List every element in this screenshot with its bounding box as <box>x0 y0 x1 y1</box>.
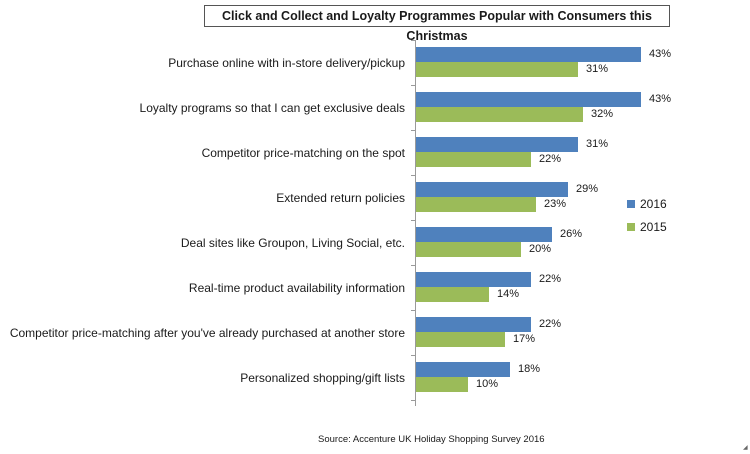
data-label: 22% <box>539 153 562 165</box>
legend-label: 2016 <box>640 197 667 211</box>
legend-item-2015: 2015 <box>627 220 667 234</box>
bar-2015 <box>416 377 468 392</box>
legend-item-2016: 2016 <box>627 197 667 211</box>
resize-mark: ◢ <box>743 445 748 451</box>
bar-2016 <box>416 47 641 62</box>
data-label: 17% <box>513 333 536 345</box>
bar-2016 <box>416 137 578 152</box>
bar-2016 <box>416 182 568 197</box>
axis-tick <box>411 220 415 221</box>
legend-label: 2015 <box>640 220 667 234</box>
data-label: 31% <box>586 138 609 150</box>
category-label: Extended return policies <box>276 191 405 205</box>
bar-2015 <box>416 107 583 122</box>
data-label: 26% <box>560 228 583 240</box>
category-label: Loyalty programs so that I can get exclu… <box>139 101 405 115</box>
category-label: Purchase online with in-store delivery/p… <box>168 56 405 70</box>
data-label: 14% <box>497 288 520 300</box>
bar-2016 <box>416 272 531 287</box>
axis-tick <box>411 310 415 311</box>
category-label: Personalized shopping/gift lists <box>240 371 405 385</box>
category-label: Competitor price-matching after you've a… <box>9 326 405 340</box>
chart-title: Click and Collect and Loyalty Programmes… <box>204 5 670 43</box>
bar-2016 <box>416 362 510 377</box>
data-label: 22% <box>539 273 562 285</box>
axis-tick <box>411 85 415 86</box>
data-label: 18% <box>518 363 541 375</box>
bar-2016 <box>416 317 531 332</box>
bar-2015 <box>416 62 578 77</box>
data-label: 29% <box>576 183 599 195</box>
axis-tick <box>411 175 415 176</box>
bar-2015 <box>416 152 531 167</box>
bar-2015 <box>416 332 505 347</box>
axis-tick <box>411 355 415 356</box>
data-label: 31% <box>586 63 609 75</box>
category-label: Deal sites like Groupon, Living Social, … <box>180 236 405 250</box>
axis-tick <box>411 40 415 41</box>
axis-tick <box>411 400 415 401</box>
axis-tick <box>411 130 415 131</box>
data-label: 43% <box>649 93 672 105</box>
legend-swatch <box>627 200 635 208</box>
bar-2015 <box>416 197 536 212</box>
axis-tick <box>411 265 415 266</box>
data-label: 20% <box>529 243 552 255</box>
data-label: 43% <box>649 48 672 60</box>
category-label: Real-time product availability informati… <box>188 281 405 295</box>
data-label: 23% <box>544 198 567 210</box>
legend-swatch <box>627 223 635 231</box>
bar-2016 <box>416 227 552 242</box>
data-label: 32% <box>591 108 614 120</box>
category-axis <box>415 40 416 406</box>
data-label: 10% <box>476 378 499 390</box>
bar-2015 <box>416 287 489 302</box>
bar-2016 <box>416 92 641 107</box>
data-label: 22% <box>539 318 562 330</box>
category-label: Competitor price-matching on the spot <box>201 146 405 160</box>
bar-2015 <box>416 242 521 257</box>
source-note: Source: Accenture UK Holiday Shopping Su… <box>318 434 545 445</box>
